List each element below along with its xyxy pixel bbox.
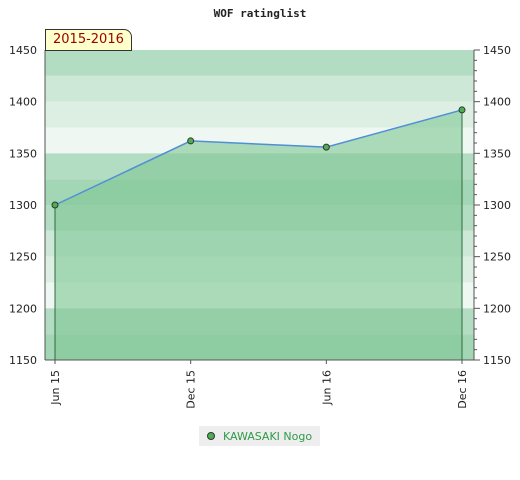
data-point: [458, 106, 466, 114]
background-band: [45, 50, 474, 76]
y-tick-label-right: 1400: [483, 96, 511, 109]
y-tick-label-right: 1350: [483, 147, 511, 160]
x-tick-label: Dec 15: [185, 370, 198, 409]
y-tick-label-left: 1300: [9, 199, 37, 212]
y-tick-label-left: 1450: [9, 44, 37, 57]
data-point: [51, 201, 59, 209]
background-band: [45, 75, 474, 102]
y-tick-label-right: 1150: [483, 354, 511, 367]
legend-label: KAWASAKI Nogo: [223, 429, 313, 443]
legend-marker-icon: [207, 432, 215, 440]
y-tick-label-right: 1300: [483, 199, 511, 212]
series-area: [55, 109, 462, 360]
x-tick-label: Jun 16: [320, 370, 333, 406]
data-point: [322, 143, 330, 151]
season-badge: 2015-2016: [45, 29, 132, 51]
chart-title: WOF ratinglist: [214, 7, 307, 20]
y-tick-label-right: 1450: [483, 44, 511, 57]
y-tick-label-left: 1200: [9, 302, 37, 315]
legend[interactable]: KAWASAKI Nogo: [199, 426, 321, 446]
y-tick-label-left: 1150: [9, 354, 37, 367]
y-tick-label-left: 1400: [9, 96, 37, 109]
series-line: [54, 109, 463, 206]
y-tick-label-left: 1250: [9, 251, 37, 264]
x-tick-label: Jun 15: [49, 370, 62, 406]
data-point: [187, 137, 195, 145]
x-tick-label: Dec 16: [456, 370, 469, 409]
background-band: [45, 101, 474, 128]
y-tick-label-right: 1200: [483, 302, 511, 315]
y-tick-label-left: 1350: [9, 147, 37, 160]
y-tick-label-right: 1250: [483, 251, 511, 264]
